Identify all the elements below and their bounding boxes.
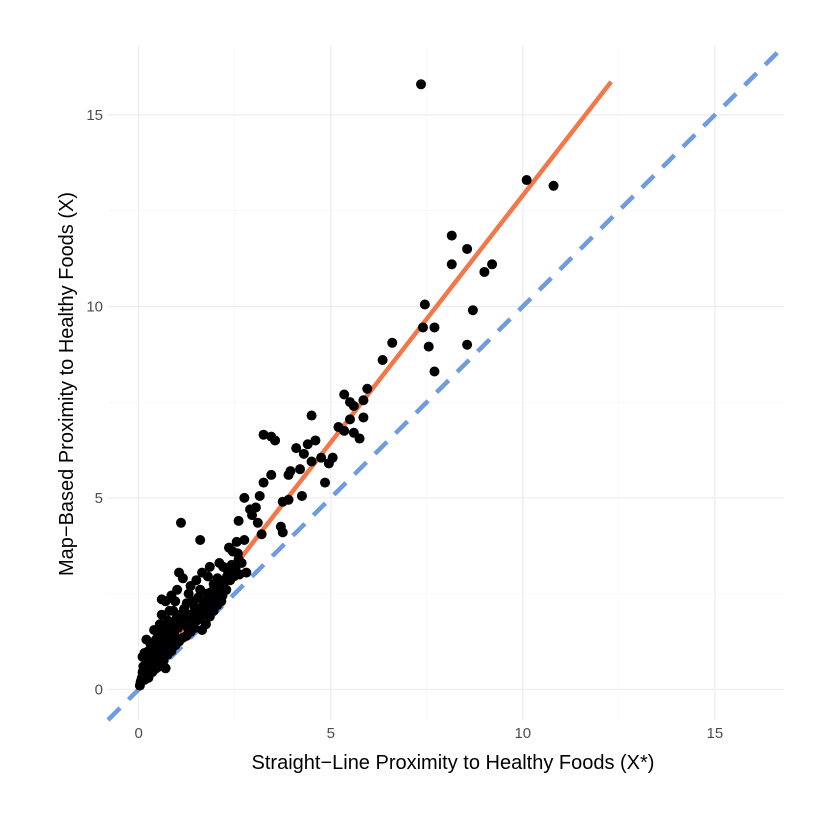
data-point	[221, 584, 232, 595]
data-point	[416, 79, 427, 90]
y-axis-title: Map−Based Proximity to Healthy Foods (X)	[56, 192, 78, 576]
data-point	[291, 443, 302, 454]
tick-labels: 0 5 10 15 0 5 10 15	[86, 107, 723, 742]
data-point	[377, 355, 388, 366]
x-tick-label: 5	[327, 725, 335, 742]
data-point	[152, 657, 163, 668]
data-point	[354, 433, 365, 444]
data-point	[362, 383, 373, 394]
data-point	[467, 305, 478, 316]
y-tick-label: 10	[86, 298, 103, 315]
data-point	[358, 412, 369, 423]
data-point	[270, 435, 281, 446]
y-tick-label: 15	[86, 107, 103, 124]
data-point	[302, 439, 313, 450]
data-point	[387, 337, 398, 348]
data-point	[266, 469, 277, 480]
x-axis-title: Straight−Line Proximity to Healthy Foods…	[252, 752, 655, 774]
data-point	[521, 175, 532, 186]
data-point	[258, 477, 269, 488]
data-point	[277, 496, 288, 507]
data-point	[348, 400, 359, 411]
data-point	[358, 395, 369, 406]
data-point	[188, 596, 199, 607]
data-point	[479, 266, 490, 277]
data-point	[204, 561, 215, 572]
data-point	[236, 557, 247, 568]
data-point	[339, 425, 350, 436]
data-point	[137, 651, 148, 662]
data-point	[429, 322, 440, 333]
data-point	[446, 259, 457, 270]
data-point	[141, 634, 152, 645]
data-point	[548, 180, 559, 191]
data-point	[339, 389, 350, 400]
data-point	[156, 609, 167, 620]
data-point	[323, 458, 334, 469]
data-point	[216, 596, 227, 607]
data-point	[429, 366, 440, 377]
data-point	[195, 535, 206, 546]
data-point	[446, 230, 457, 241]
data-point	[462, 339, 473, 350]
data-point	[252, 517, 263, 528]
grid	[108, 46, 784, 720]
data-point	[183, 588, 194, 599]
data-point	[156, 594, 167, 605]
y-tick-label: 5	[95, 490, 103, 507]
data-point	[200, 619, 211, 630]
data-point	[283, 469, 294, 480]
data-point	[298, 448, 309, 459]
data-point	[174, 567, 185, 578]
data-point	[160, 663, 171, 674]
data-point	[277, 527, 288, 538]
data-point	[139, 674, 150, 685]
data-point	[316, 452, 327, 463]
data-point	[295, 464, 306, 475]
data-point	[462, 243, 473, 254]
x-tick-label: 0	[135, 725, 143, 742]
data-point	[256, 529, 267, 540]
data-point	[320, 477, 331, 488]
data-point	[189, 623, 200, 634]
data-point	[344, 414, 355, 425]
data-point	[254, 490, 265, 501]
data-points	[134, 79, 559, 691]
data-point	[296, 490, 307, 501]
data-point	[234, 569, 245, 580]
data-point	[239, 492, 250, 503]
data-point	[185, 580, 196, 591]
data-point	[232, 548, 243, 559]
x-tick-label: 15	[707, 725, 724, 742]
data-point	[149, 625, 160, 636]
data-point	[223, 542, 234, 553]
data-point	[419, 299, 430, 310]
data-point	[310, 435, 321, 446]
data-point	[233, 515, 244, 526]
data-point	[149, 647, 160, 658]
data-point	[306, 410, 317, 421]
data-point	[164, 605, 175, 616]
data-point	[417, 322, 428, 333]
data-point	[239, 535, 250, 546]
data-point	[487, 259, 498, 270]
data-point	[197, 567, 208, 578]
x-tick-label: 10	[514, 725, 531, 742]
data-point	[306, 456, 317, 467]
data-point	[258, 429, 269, 440]
data-point	[245, 504, 256, 515]
data-point	[231, 536, 242, 547]
data-point	[175, 517, 186, 528]
y-tick-label: 0	[95, 681, 103, 698]
data-point	[423, 341, 434, 352]
